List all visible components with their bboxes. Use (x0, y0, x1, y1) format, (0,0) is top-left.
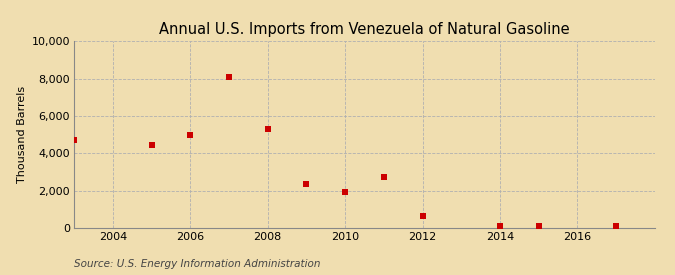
Point (185, 133, 196, 137)
Point (495, 224, 506, 229)
Point (417, 214, 428, 218)
Point (69, 138, 80, 142)
Point (223, 75, 234, 79)
Point (379, 175, 389, 179)
Point (301, 182, 312, 186)
Point (146, 143, 157, 147)
Point (263, 127, 273, 131)
Point (340, 189, 350, 194)
Point (611, 224, 622, 228)
Point (533, 224, 544, 228)
Y-axis label: Thousand Barrels: Thousand Barrels (18, 86, 28, 183)
Text: Source: U.S. Energy Information Administration: Source: U.S. Energy Information Administ… (74, 259, 321, 269)
Title: Annual U.S. Imports from Venezuela of Natural Gasoline: Annual U.S. Imports from Venezuela of Na… (159, 22, 570, 37)
